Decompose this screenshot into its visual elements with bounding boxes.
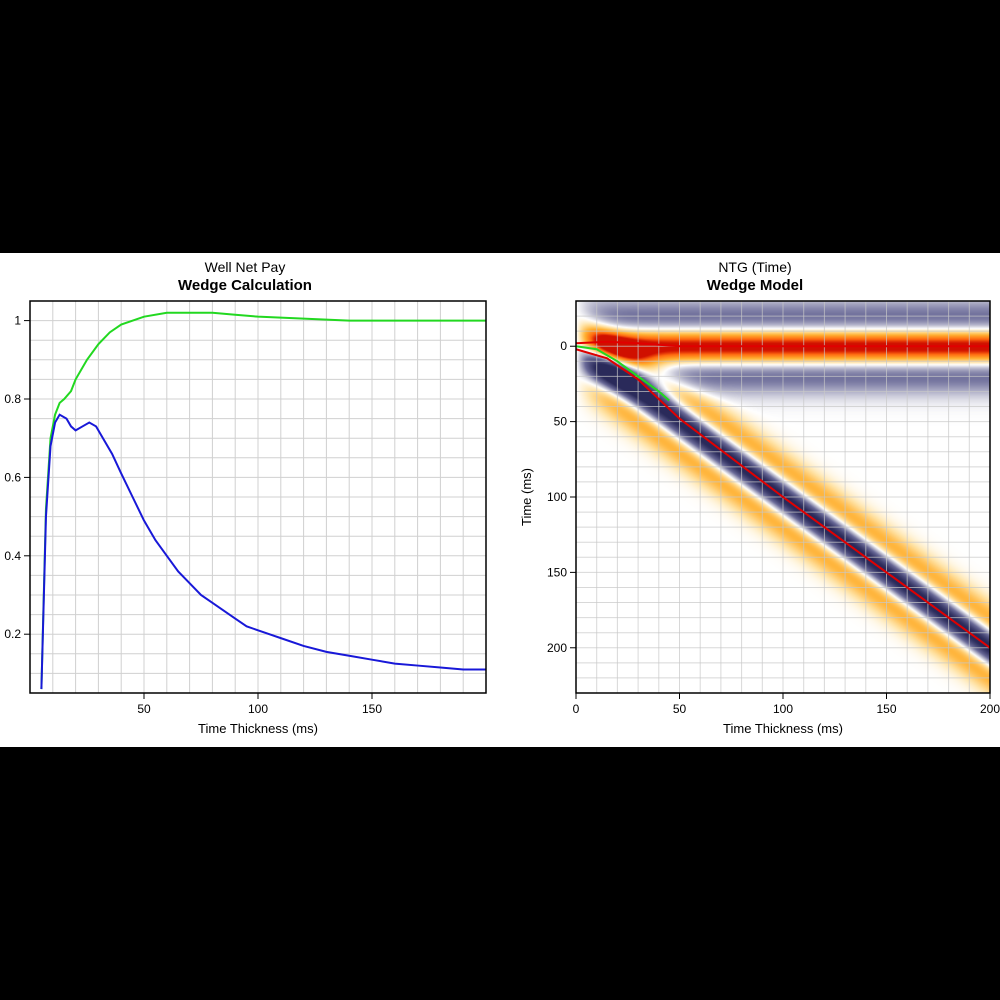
- svg-text:150: 150: [362, 702, 382, 716]
- svg-text:100: 100: [773, 702, 793, 716]
- svg-text:50: 50: [673, 702, 687, 716]
- svg-text:0: 0: [560, 339, 567, 353]
- svg-text:Time Thickness (ms): Time Thickness (ms): [723, 721, 843, 736]
- svg-text:50: 50: [137, 702, 151, 716]
- svg-text:100: 100: [248, 702, 268, 716]
- svg-text:100: 100: [547, 490, 567, 504]
- green-pick: [576, 346, 669, 400]
- svg-text:1: 1: [14, 314, 21, 328]
- svg-text:200: 200: [547, 641, 567, 655]
- svg-text:150: 150: [876, 702, 896, 716]
- svg-text:0.2: 0.2: [4, 627, 21, 641]
- svg-text:0: 0: [573, 702, 580, 716]
- right-chart-svg: 0 50 100 150 200 0 50 100 150 200 Time Thickness (…: [510, 253, 1000, 747]
- svg-text:0.4: 0.4: [4, 549, 21, 563]
- svg-text:0.6: 0.6: [4, 470, 21, 484]
- svg-text:50: 50: [554, 415, 568, 429]
- left-chart-svg: 50 100 150 0.2 0.4 0.6 0.8 1 Time Thickness (ms): [0, 253, 490, 747]
- svg-text:150: 150: [547, 565, 567, 579]
- chart-panel: Well Net Pay Wedge Calculation 501001500…: [0, 253, 1000, 747]
- wedge-calculation-chart: Well Net Pay Wedge Calculation 501001500…: [0, 253, 490, 747]
- svg-text:0.8: 0.8: [4, 392, 21, 406]
- svg-text:Time Thickness (ms): Time Thickness (ms): [198, 721, 318, 736]
- wedge-model-chart: NTG (Time) Wedge Model 05010015020005010…: [510, 253, 1000, 747]
- svg-text:200: 200: [980, 702, 1000, 716]
- svg-text:Time (ms): Time (ms): [519, 468, 534, 526]
